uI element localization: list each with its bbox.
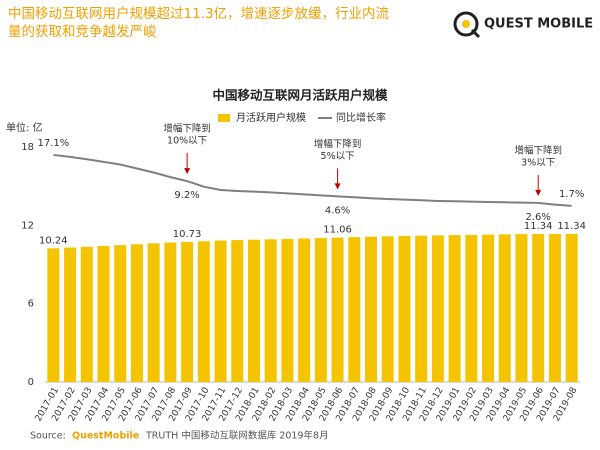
annotation: 5%以下 (321, 151, 355, 162)
y-axis-unit: 单位: 亿 (6, 121, 43, 134)
bar (281, 238, 294, 382)
annotation-arrowhead (535, 189, 542, 196)
line-value-label: 17.1% (37, 138, 69, 149)
bar (448, 235, 461, 382)
annotation: 增幅下降到 (514, 144, 562, 156)
y-tick-label: 0 (28, 377, 34, 388)
y-tick-label: 6 (28, 299, 34, 310)
annotation: 增幅下降到 (163, 123, 211, 135)
bar (331, 237, 344, 382)
legend-label: 月活跃用户规模 (236, 111, 306, 124)
bar-value-label: 11.06 (323, 225, 352, 236)
bar (247, 239, 260, 382)
bar (231, 240, 244, 382)
bar (415, 235, 428, 382)
bar (197, 241, 210, 382)
annotation-arrowhead (334, 183, 341, 190)
headline: 中国移动互联网用户规模超过11.3亿，增速逐步放缓，行业内流 (8, 5, 390, 22)
bar (114, 245, 127, 382)
bar (532, 233, 545, 382)
annotation: 3%以下 (521, 157, 555, 168)
source-text: TRUTH 中国移动互联网数据库 2019年8月 (145, 430, 329, 442)
bar-value-label: 10.73 (173, 229, 202, 240)
chart-title: 中国移动互联网月活跃用户规模 (212, 88, 388, 103)
legend-swatch (218, 114, 230, 122)
annotation: 10%以下 (167, 136, 207, 147)
bar (164, 242, 177, 382)
line (53, 153, 572, 207)
annotation-arrowhead (184, 168, 191, 175)
logo-text: QUEST MOBILE (484, 17, 593, 32)
bar (130, 244, 143, 382)
headline: 量的获取和竞争越发严峻 (8, 23, 157, 40)
bar (515, 234, 528, 382)
bar (97, 245, 110, 382)
bar (348, 237, 361, 382)
bar (365, 236, 378, 382)
bar-value-label: 11.34 (524, 221, 553, 232)
line-value-label: 4.6% (325, 205, 350, 216)
y-tick-label: 12 (21, 220, 34, 231)
bar-value-label: 10.24 (39, 235, 68, 246)
bar (465, 234, 478, 382)
bar (314, 237, 327, 382)
bar (264, 239, 277, 382)
bar (181, 241, 194, 382)
bar (298, 238, 311, 382)
bar (398, 235, 411, 382)
y-tick-label: 18 (21, 142, 34, 153)
bar (498, 234, 511, 382)
bar (147, 243, 160, 382)
line-value-label: 9.2% (174, 190, 199, 201)
bar-value-label: 11.34 (557, 221, 586, 232)
bar (80, 246, 93, 382)
bar (64, 247, 77, 382)
source-label: Source: (30, 431, 66, 442)
bar (381, 236, 394, 382)
legend-label: 同比增长率 (336, 111, 386, 124)
bar (548, 233, 561, 382)
logo-icon (453, 11, 481, 39)
annotation: 增幅下降到 (314, 138, 362, 150)
bar (482, 234, 495, 382)
source-brand: QuestMobile (72, 431, 139, 442)
bar (47, 248, 60, 382)
line-value-label: 2.6% (526, 212, 551, 223)
bar (214, 240, 227, 382)
bar (431, 235, 444, 382)
bar (565, 233, 578, 382)
line-value-label: 1.7% (559, 189, 584, 200)
